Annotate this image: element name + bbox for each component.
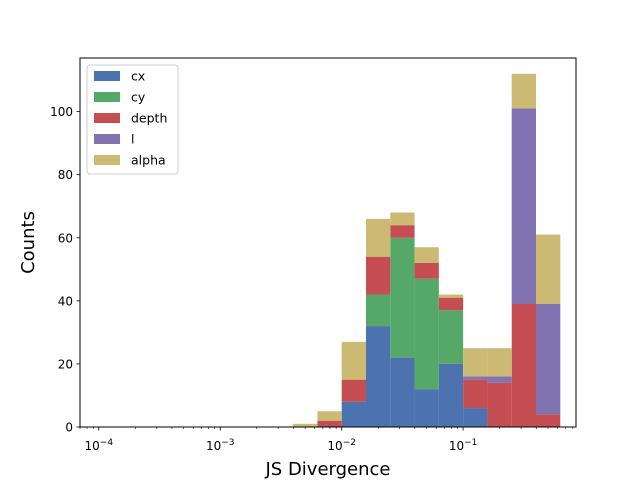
bar-alpha	[341, 341, 366, 380]
y-tick-label: 100	[50, 105, 73, 119]
bar-alpha	[511, 73, 536, 109]
bar-cx	[438, 363, 464, 427]
bar-cx	[390, 357, 415, 427]
legend-label-depth: depth	[131, 111, 167, 126]
bar-cy	[438, 310, 464, 364]
bar-depth	[438, 297, 464, 311]
bar-depth	[317, 420, 342, 427]
bar-l	[487, 376, 512, 383]
bar-depth	[341, 379, 366, 402]
bar-cy	[414, 278, 439, 390]
y-tick-label: 60	[58, 231, 73, 245]
bar-cy	[365, 294, 391, 327]
y-axis-label: Counts	[18, 211, 39, 274]
legend-label-cx: cx	[131, 69, 145, 84]
legend-swatch-cx	[94, 71, 120, 81]
bar-cx	[414, 389, 439, 427]
bar-alpha	[535, 234, 561, 304]
bar-depth	[487, 382, 512, 427]
x-tick-label: 10−3	[206, 438, 235, 453]
bar-depth	[390, 225, 415, 238]
legend-swatch-cy	[94, 92, 120, 102]
x-axis-ticks: 10−4 10−3 10−2 10−1	[79, 427, 574, 453]
bar-alpha	[390, 212, 415, 226]
bar-depth	[365, 256, 391, 295]
x-tick-label: 10−4	[85, 438, 114, 453]
bar-depth	[463, 379, 488, 409]
bar-alpha	[414, 247, 439, 263]
bar-cx	[463, 408, 488, 427]
y-tick-label: 40	[58, 294, 73, 308]
x-axis-label: JS Divergence	[264, 459, 390, 480]
legend-label-l: l	[131, 132, 134, 147]
bar-depth	[535, 414, 561, 427]
bar-alpha	[438, 294, 464, 298]
y-tick-label: 0	[65, 421, 73, 435]
bar-cx	[365, 326, 391, 427]
plot-frame	[79, 57, 577, 428]
legend-swatch-depth	[94, 113, 120, 123]
bar-alpha	[317, 411, 342, 421]
y-tick-label: 80	[58, 168, 73, 182]
bar-l	[535, 304, 561, 415]
bar-cx	[341, 401, 366, 427]
y-tick-label: 20	[58, 357, 73, 371]
x-tick-label: 10−1	[449, 438, 478, 453]
legend-swatch-l	[94, 134, 120, 144]
legend-swatch-alpha	[94, 155, 120, 165]
bar-alpha	[463, 348, 488, 377]
legend-label-cy: cy	[131, 90, 146, 105]
bar-cy	[390, 237, 415, 358]
bar-alpha	[293, 423, 318, 427]
bar-alpha	[487, 348, 512, 377]
bar-l	[511, 108, 536, 304]
bar-l	[463, 376, 488, 380]
x-tick-label: 10−2	[327, 438, 356, 453]
y-axis-ticks: 0 20 40 60 80 100	[50, 105, 80, 435]
legend: cx cy depth l alpha	[86, 64, 179, 175]
bars-group	[293, 73, 561, 427]
bar-depth	[511, 304, 536, 427]
bar-depth	[414, 263, 439, 279]
legend-label-alpha: alpha	[131, 153, 166, 168]
bar-alpha	[365, 218, 391, 257]
